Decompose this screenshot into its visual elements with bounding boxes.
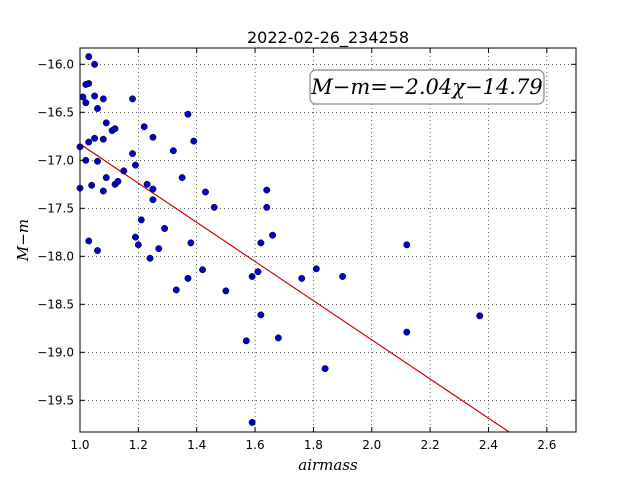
y-tick-label: −17.5 [37, 201, 74, 215]
data-point [257, 239, 265, 247]
data-point [149, 185, 157, 193]
data-point [94, 247, 101, 255]
data-point [161, 225, 169, 232]
data-point [99, 95, 107, 103]
data-point [129, 150, 136, 158]
data-point [178, 174, 186, 182]
data-point [102, 119, 110, 127]
data-point [403, 328, 411, 336]
data-point [99, 135, 107, 143]
y-tick-label: −16.5 [37, 105, 74, 119]
data-point [476, 312, 484, 320]
data-point [172, 286, 180, 294]
equation-annotation: M−m=−2.04χ−14.79 [309, 69, 545, 105]
data-point [85, 80, 93, 87]
data-point [134, 241, 142, 249]
data-point [155, 245, 163, 253]
data-point [79, 93, 87, 101]
data-point [99, 187, 107, 195]
x-tick-label: 2.6 [537, 438, 556, 452]
x-tick-label: 1.2 [129, 438, 148, 452]
data-point [114, 177, 122, 185]
data-point [248, 418, 256, 426]
data-point [257, 311, 265, 319]
x-axis-label: airmass [298, 456, 358, 474]
x-tick-label: 1.0 [70, 438, 89, 452]
axis-ticks: 1.0 1.2 1.4 1.6 1.8 2.0 2.2 2.4 2.6 −16.0 −16.5 −17… [37, 48, 576, 452]
x-tick-label: 2.2 [421, 438, 440, 452]
data-point [248, 273, 256, 280]
data-point [184, 110, 192, 118]
annotation-box [309, 69, 545, 105]
data-point [91, 92, 99, 100]
data-point [129, 95, 136, 103]
data-point [298, 274, 306, 282]
y-axis-label: M−m [14, 219, 32, 262]
data-point [102, 174, 110, 182]
data-point [91, 134, 99, 142]
x-tick-label: 1.6 [246, 438, 265, 452]
x-tick-label: 2.0 [362, 438, 381, 452]
data-point [187, 239, 195, 247]
data-point [149, 196, 157, 204]
x-tick-label: 1.8 [304, 438, 323, 452]
data-point [263, 203, 271, 211]
y-tick-label: −19.5 [37, 393, 74, 407]
data-point [169, 147, 177, 155]
y-tick-label: −18.0 [37, 249, 74, 263]
data-point [143, 180, 151, 188]
grid-lines [79, 48, 576, 432]
data-point [146, 254, 154, 262]
data-point [94, 157, 101, 165]
data-point [82, 99, 90, 107]
y-tick-label: −18.5 [37, 297, 74, 311]
data-point [263, 186, 271, 194]
plot-frame [79, 47, 577, 433]
data-point [274, 334, 282, 342]
data-point [140, 123, 148, 131]
data-point [131, 233, 139, 241]
data-point [269, 231, 277, 239]
data-point [210, 203, 218, 211]
data-point [312, 265, 320, 273]
data-point [199, 266, 206, 274]
x-tick-label: 2.4 [479, 438, 498, 452]
data-point [131, 161, 139, 169]
data-point [85, 237, 93, 245]
data-point [339, 273, 347, 280]
data-point [254, 268, 262, 276]
data-points [76, 53, 484, 426]
data-point [190, 137, 198, 145]
data-point [85, 138, 93, 146]
data-point [242, 337, 250, 345]
x-tick-label: 1.4 [187, 438, 206, 452]
data-point [202, 188, 209, 196]
data-point [403, 241, 411, 249]
data-point [111, 125, 119, 133]
data-point [120, 167, 128, 175]
data-point [91, 60, 99, 68]
chart-title: 2022-02-26_234258 [247, 28, 409, 48]
y-tick-label: −16.0 [37, 57, 74, 71]
data-point [85, 53, 93, 61]
data-point [137, 216, 145, 224]
annotation-text: M−m=−2.04χ−14.79 [310, 75, 542, 99]
y-tick-label: −17.0 [37, 153, 74, 167]
data-point [321, 365, 329, 373]
y-tick-label: −19.0 [37, 345, 74, 359]
data-point [149, 133, 157, 141]
data-point [88, 181, 96, 189]
data-point [222, 287, 230, 295]
data-point [184, 274, 192, 282]
data-point [94, 105, 101, 112]
